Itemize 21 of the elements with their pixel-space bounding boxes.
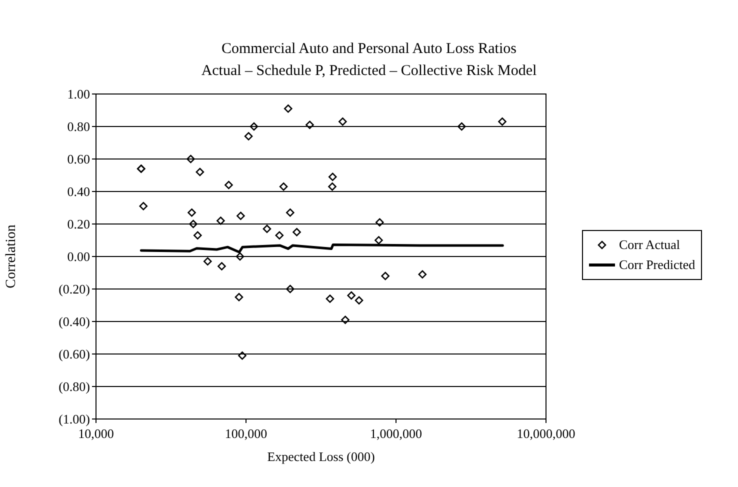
chart-subtitle: Actual – Schedule P, Predicted – Collective Risk Model [200,62,538,81]
x-tick-label: 100,000 [224,426,268,442]
y-tick-label: 0.60 [67,152,90,167]
x-tick-label: 10,000,000 [516,426,576,442]
x-tick-label: 1,000,000 [370,426,422,442]
x-axis-title: Expected Loss (000) [267,449,375,464]
legend-label: Corr Predicted [619,257,696,273]
x-tick-label: 10,000 [78,426,114,442]
y-axis-title: Correlation [4,224,19,288]
y-tick-label: (1.00) [58,412,90,427]
y-tick-label: (0.60) [58,346,90,362]
y-tick-label: (0.80) [58,379,90,394]
chart-title: Commercial Auto and Personal Auto Loss Ratios [220,40,518,59]
y-tick-label: (0.20) [58,282,90,297]
y-tick-label: 0.20 [67,216,90,232]
y-tick-label: 0.00 [67,249,90,264]
y-tick-label: 0.80 [67,119,90,134]
legend-label: Corr Actual [619,237,680,253]
y-tick-label: 1.00 [67,86,90,102]
y-tick-label: 0.40 [67,184,90,200]
y-tick-label: (0.40) [58,314,90,330]
